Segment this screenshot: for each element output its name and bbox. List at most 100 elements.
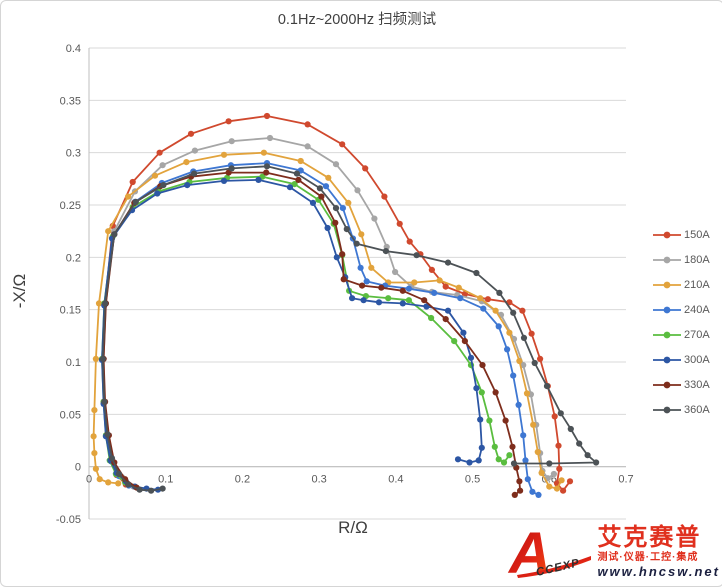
series-line-210A <box>92 151 563 490</box>
series-marker-300A <box>460 329 467 336</box>
series-marker-210A <box>477 295 484 302</box>
series-marker-360A <box>104 431 111 438</box>
x-tick-label: 0.1 <box>158 474 173 486</box>
y-tick-label: 0.2 <box>66 252 81 264</box>
legend-marker-icon <box>653 331 681 338</box>
series-marker-240A <box>339 205 346 212</box>
series-marker-330A <box>339 251 346 258</box>
series-marker-300A <box>360 297 367 304</box>
series-marker-330A <box>318 193 325 200</box>
series-marker-150A <box>406 238 413 245</box>
series-marker-180A <box>354 187 361 194</box>
series-marker-300A <box>255 176 262 183</box>
legend-marker-icon <box>653 406 681 413</box>
legend-label: 300A <box>684 353 710 366</box>
series-marker-180A <box>304 143 311 150</box>
series-marker-300A <box>477 416 484 423</box>
logo-tagline: 测试·仪器·工控·集成 <box>597 552 699 563</box>
series-marker-300A <box>466 459 473 466</box>
series-marker-360A <box>496 289 503 296</box>
series-marker-240A <box>535 491 542 498</box>
legend-item-180A[interactable]: 180A <box>653 253 710 266</box>
series-marker-210A <box>553 485 561 492</box>
legend-item-240A[interactable]: 240A <box>653 303 710 316</box>
series-marker-180A <box>159 162 166 169</box>
legend-item-300A[interactable]: 300A <box>653 353 710 366</box>
series-marker-210A <box>506 329 513 336</box>
series-marker-300A <box>286 184 294 191</box>
series-marker-150A <box>396 220 403 227</box>
series-marker-270A <box>478 389 485 396</box>
series-marker-300A <box>333 254 340 261</box>
series-marker-210A <box>534 448 541 456</box>
series-marker-210A <box>92 355 99 362</box>
y-tick-label: -0.05 <box>56 514 81 526</box>
legend-label: 180A <box>684 253 710 266</box>
series-marker-150A <box>156 149 163 156</box>
series-marker-150A <box>555 442 562 449</box>
series-marker-330A <box>479 362 486 369</box>
series-marker-180A <box>266 134 274 142</box>
series-marker-210A <box>530 421 537 428</box>
series-marker-330A <box>421 297 428 304</box>
series-marker-240A <box>529 488 536 495</box>
logo-a-mark: A CCEXP <box>507 521 592 584</box>
legend-item-150A[interactable]: 150A <box>653 228 710 241</box>
series-marker-330A <box>517 487 524 494</box>
series-marker-270A <box>491 443 498 450</box>
series-marker-150A <box>129 178 136 186</box>
series-marker-360A <box>557 410 564 417</box>
legend-label: 210A <box>684 278 710 291</box>
series-marker-240A <box>504 346 511 353</box>
series-marker-150A <box>556 465 563 472</box>
series-marker-210A <box>523 390 531 397</box>
series-marker-330A <box>378 284 385 291</box>
series-marker-360A <box>593 459 600 466</box>
series-marker-360A <box>382 248 389 255</box>
series-marker-360A <box>413 252 420 259</box>
series-marker-360A <box>316 185 323 192</box>
series-marker-360A <box>543 383 551 390</box>
series-marker-210A <box>260 149 267 156</box>
series-marker-300A <box>184 182 191 189</box>
legend-item-210A[interactable]: 210A <box>653 278 710 291</box>
series-marker-270A <box>405 297 412 304</box>
series-marker-300A <box>444 307 452 314</box>
series-marker-210A <box>91 450 98 457</box>
series-marker-270A <box>385 295 392 302</box>
series-marker-240A <box>457 295 464 302</box>
series-marker-360A <box>510 309 517 316</box>
series-marker-360A <box>101 398 108 405</box>
series-marker-210A <box>492 307 499 314</box>
series-marker-210A <box>558 477 565 484</box>
series-marker-210A <box>96 476 103 483</box>
series-marker-360A <box>191 170 198 177</box>
series-marker-210A <box>546 483 553 490</box>
legend-item-360A[interactable]: 360A <box>653 403 710 416</box>
series-line-240A <box>101 162 540 496</box>
series-marker-150A <box>225 118 232 125</box>
series-line-300A <box>101 178 483 491</box>
logo-brand-name: 艾克赛普 <box>597 524 702 551</box>
series-marker-300A <box>478 444 485 451</box>
y-tick-label: 0.4 <box>66 43 81 55</box>
series-marker-360A <box>353 240 360 247</box>
series-marker-300A <box>375 299 383 306</box>
series-marker-180A <box>332 161 340 168</box>
series-marker-210A <box>105 228 112 235</box>
series-marker-150A <box>528 330 535 337</box>
y-tick-label: 0.1 <box>66 357 81 369</box>
legend-item-270A[interactable]: 270A <box>653 328 710 341</box>
series-marker-180A <box>228 138 235 145</box>
logo-swoosh-icon <box>517 556 592 578</box>
series-marker-360A <box>136 486 143 493</box>
legend-item-330A[interactable]: 330A <box>653 378 710 391</box>
series-marker-210A <box>91 407 98 414</box>
legend-label: 270A <box>684 328 710 341</box>
series-marker-180A <box>191 147 198 154</box>
series-marker-240A <box>322 183 330 190</box>
series-marker-330A <box>511 491 518 498</box>
series-marker-210A <box>358 231 365 238</box>
legend-label: 360A <box>684 403 710 416</box>
series-marker-150A <box>560 487 567 494</box>
